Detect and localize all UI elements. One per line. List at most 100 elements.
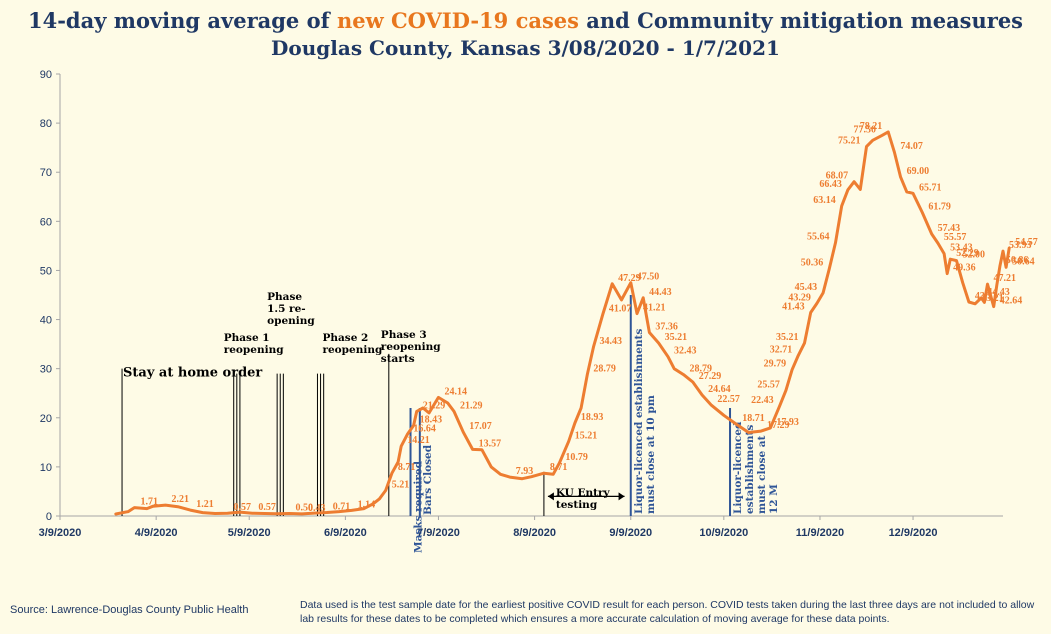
data-label: 32.71	[770, 344, 793, 355]
data-label: 0.57	[234, 502, 252, 513]
data-label: 66.43	[819, 179, 842, 190]
data-label: 53.43	[950, 243, 973, 254]
mitigation-label-line: reopening	[322, 344, 382, 356]
data-label: 37.36	[655, 322, 678, 333]
mitigation-label: Liquor-licencedestablishmentsmust close …	[732, 421, 780, 514]
ku-arrow-head-right	[618, 492, 625, 501]
mitigation-label-line: Phase 1	[224, 332, 270, 344]
mitigation-label: Bars Closed	[422, 444, 434, 515]
data-label: 41.43	[782, 302, 805, 313]
data-label: 41.21	[643, 303, 666, 314]
data-label: 65.71	[919, 182, 942, 193]
data-label: 0.71	[333, 502, 351, 513]
data-note: Data used is the test sample date for th…	[300, 599, 1035, 625]
mitigation-label-line: starts	[381, 353, 415, 365]
data-label: 63.14	[813, 195, 836, 206]
data-labels-group: 1.71 2.21 1.21 0.57 0.57 0.500.43 0.71 1.14 5.21…	[140, 121, 1037, 514]
data-label: 10.79	[565, 452, 588, 463]
data-label: 47.50	[637, 272, 660, 283]
mitigation-label-line: opening	[267, 315, 315, 327]
data-label: 22.57	[717, 394, 740, 405]
data-label: 0.43	[308, 503, 326, 514]
x-tick-label: 11/9/2020	[796, 527, 844, 539]
data-label: 50.86	[1006, 255, 1028, 266]
data-label: 50.64	[1012, 256, 1035, 267]
mitigation-label-line: establishments	[744, 425, 756, 514]
y-tick-label: 30	[40, 364, 52, 376]
data-label: 75.21	[838, 136, 861, 147]
data-label: 14.21	[407, 435, 430, 446]
data-label: 55.57	[944, 232, 967, 243]
mitigation-label-line: Liquor-licenced establishments	[633, 329, 645, 514]
data-label: 0.57	[258, 502, 276, 513]
mitigation-label-line: must close at 10 pm	[645, 395, 657, 514]
y-tick-label: 50	[40, 265, 52, 277]
mitigation-label: Phase 3 reopening starts	[381, 329, 441, 365]
x-tick-label: 10/9/2020	[699, 527, 748, 539]
y-tick-label: 90	[40, 69, 52, 81]
mitigation-label-line: must close at	[756, 435, 768, 514]
x-tick-label: 5/9/2020	[228, 527, 271, 539]
data-label: 34.43	[600, 336, 623, 347]
data-label: 61.79	[928, 202, 951, 213]
x-tick-label: 9/9/2020	[609, 527, 652, 539]
data-label: 53.93	[1009, 240, 1032, 251]
x-tick-label: 8/9/2020	[513, 527, 556, 539]
data-label: 1.71	[140, 497, 158, 508]
data-label: 44.43	[649, 287, 672, 298]
data-label: 43.21	[981, 293, 1004, 304]
data-label: 5.21	[392, 479, 410, 490]
mitigation-label-line: Masks required	[413, 460, 425, 553]
data-label: 27.29	[699, 371, 722, 382]
x-tick-label: 4/9/2020	[135, 527, 178, 539]
data-label: 57.43	[938, 223, 961, 234]
mitigation-label-line: Phase	[267, 291, 302, 303]
data-label: 17.07	[469, 421, 492, 432]
data-label: 43.29	[788, 292, 811, 303]
cases-moving-average-line	[114, 130, 1011, 516]
data-label: 28.79	[593, 364, 616, 375]
source-note: Source: Lawrence-Douglas County Public H…	[10, 604, 249, 616]
mitigation-label-line: reopening	[224, 344, 284, 356]
y-tick-label: 10	[40, 462, 52, 474]
data-label: 25.57	[757, 379, 780, 390]
mitigation-label-line: Bars Closed	[422, 444, 434, 515]
mitigation-label: Liquor-licenced establishmentsmust close…	[633, 329, 657, 514]
data-label: 35.21	[665, 332, 688, 343]
data-label: 78.21	[860, 121, 883, 132]
data-label: 18.71	[742, 413, 765, 424]
y-tick-label: 0	[46, 511, 52, 523]
chart-title-line2: Douglas County, Kansas 3/08/2020 - 1/7/2…	[271, 36, 780, 60]
data-label: 47.21	[993, 273, 1016, 284]
mitigation-label-line: Phase 3	[381, 329, 427, 341]
data-label: 52.29	[956, 248, 979, 259]
mitigation-label-line: KU Entry	[556, 487, 611, 499]
data-label: 16.64	[413, 423, 436, 434]
mitigation-label: Phase 1 reopening	[224, 332, 284, 356]
data-label: 74.07	[900, 141, 923, 152]
data-label: 35.21	[776, 332, 799, 343]
mitigation-label: Masks required	[413, 460, 425, 553]
data-label: 21.29	[423, 400, 446, 411]
data-label: 42.64	[1000, 296, 1023, 307]
data-label: 45.43	[795, 282, 818, 293]
mitigation-label-line: 12 M	[768, 484, 780, 514]
data-label: 2.21	[171, 494, 189, 505]
x-tick-label: 7/9/2020	[417, 527, 460, 539]
data-label: 0.50	[296, 503, 314, 514]
data-label: 18.93	[581, 412, 604, 423]
data-label: 8.71	[550, 462, 568, 473]
mitigation-label: KU Entry testing	[556, 487, 611, 511]
chart-axes: 0 10 20 30 40 50 60 70 80 90 3/9/2020 4/9/2020 5/9/2…	[39, 69, 1003, 539]
mitigation-label-line: testing	[556, 499, 598, 511]
data-label: 47.29	[618, 273, 641, 284]
data-label: 52.00	[962, 250, 985, 261]
data-label: 17.93	[776, 417, 799, 428]
chart-title-line1: 14-day moving average of new COVID-19 ca…	[27, 8, 1024, 33]
data-label: 49.36	[953, 263, 976, 274]
y-tick-label: 80	[40, 118, 52, 130]
data-label: 69.00	[907, 166, 930, 177]
data-label: 24.64	[708, 384, 731, 395]
